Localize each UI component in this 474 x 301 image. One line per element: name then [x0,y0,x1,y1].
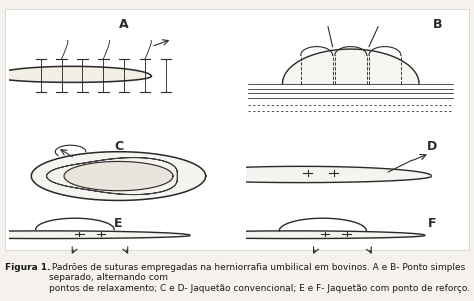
Text: C: C [114,139,123,153]
Text: A: A [119,18,129,31]
Text: F: F [428,217,436,230]
Text: B: B [432,18,442,31]
Text: Figura 1.: Figura 1. [5,263,50,272]
Text: E: E [114,217,123,230]
FancyBboxPatch shape [5,9,469,250]
Polygon shape [64,161,173,191]
Text: D: D [427,139,437,153]
Text: Padrões de suturas empregadas na herniorrafia umbilical em bovinos. A e B- Ponto: Padrões de suturas empregadas na hernior… [49,263,470,293]
Polygon shape [31,152,206,200]
